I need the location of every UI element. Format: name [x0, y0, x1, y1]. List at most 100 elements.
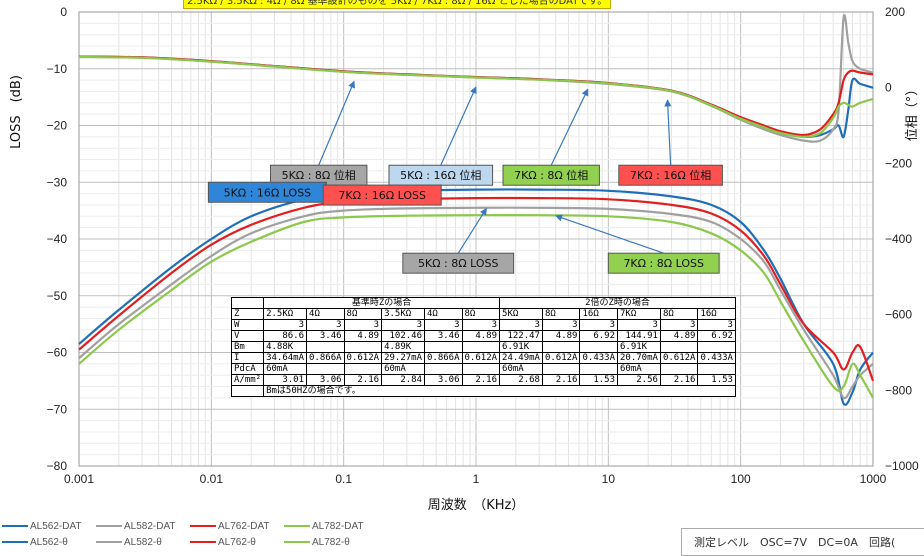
table-cell: 1.53 [697, 374, 736, 386]
table-cell: 2.16 [659, 374, 699, 386]
table-cell: 5KΩ [499, 308, 543, 320]
annotation: 5KΩ : 8Ω LOSS [402, 207, 515, 274]
legend-label: AL582-DAT [124, 520, 176, 532]
legend-item: AL762-DAT [190, 521, 284, 532]
table-cell: A/mm² [230, 374, 265, 386]
series-line-AL782-θ [78, 55, 874, 138]
y-left-tick-label: −40 [47, 232, 68, 246]
table-cell [424, 363, 463, 375]
table-cell: 0.612A [541, 352, 581, 364]
table-cell: 3 [541, 319, 581, 331]
table-cell [306, 341, 345, 353]
legend-row: AL562-DAT AL582-DAT AL762-DAT AL782-DAT [2, 518, 378, 534]
table-cell: 20.70mA [617, 352, 661, 364]
y-left-tick-label: −10 [47, 62, 68, 76]
legend-row: AL562-θ AL582-θ AL762-θ AL782-θ [2, 534, 378, 550]
y-left-tick-label: 0 [60, 5, 67, 19]
annotation: 7KΩ : 16Ω 位相 [618, 99, 723, 186]
table-cell: 3 [381, 319, 425, 331]
table-cell: 2.16 [343, 374, 383, 386]
x-tick-label: 0.1 [335, 472, 352, 486]
plot-frame [78, 11, 874, 467]
annotation-arrow [550, 88, 589, 166]
legend-swatch [2, 541, 28, 543]
legend-swatch [284, 525, 310, 527]
legend-item: AL782-DAT [284, 521, 378, 532]
spec-table: 基準時Zの場合 2倍のZ時の場合 Z 2.5KΩ 4Ω 8Ω 3.5KΩ 4Ω 8Ω 5KΩ 8Ω 1… [230, 297, 736, 397]
table-cell [697, 363, 736, 375]
table-cell: 2倍のZ時の場合 [499, 297, 736, 309]
series-line-AL782-DAT [78, 213, 874, 399]
table-cell: 4.89K [381, 341, 425, 353]
annotation-label: 7KΩ : 8Ω 位相 [514, 168, 588, 182]
table-cell: 2.16 [541, 374, 581, 386]
table-cell: I [230, 352, 265, 364]
table-cell: 3 [343, 319, 383, 331]
table-cell: 8Ω [343, 308, 383, 320]
y-left-tick-label: −20 [47, 119, 68, 133]
legend-swatch [96, 525, 122, 527]
table-cell: 3.46 [306, 330, 345, 342]
table-cell: 0.612A [659, 352, 699, 364]
table-cell: W [230, 319, 265, 331]
table-cell: 3 [579, 319, 618, 331]
x-tick-label: 1 [473, 472, 480, 486]
x-tick-label: 10 [602, 472, 616, 486]
annotation-label: 5KΩ : 8Ω 位相 [282, 168, 356, 182]
legend-swatch [96, 541, 122, 543]
table-cell: 4.89 [461, 330, 501, 342]
title-banner: 2.5KΩ / 3.5KΩ : 4Ω / 8Ω 基準設計のものを 5KΩ / 7… [183, 0, 612, 9]
annotation: 7KΩ : 16Ω LOSS [322, 184, 442, 206]
series-line-AL562-DAT [78, 188, 874, 406]
table-cell: 基準時Zの場合 [263, 297, 501, 309]
table-cell [230, 385, 265, 397]
table-cell [461, 341, 501, 353]
legend-label: AL762-DAT [218, 520, 270, 532]
x-axis-label: 周波数 （KHz） [428, 498, 525, 513]
annotation: 5KΩ : 16Ω LOSS [207, 181, 355, 203]
table-cell [579, 341, 618, 353]
table-cell: 3 [617, 319, 661, 331]
legend-label: AL782-θ [312, 536, 350, 548]
table-cell [343, 341, 383, 353]
y-right-tick-label: −400 [885, 232, 912, 246]
table-cell [659, 363, 699, 375]
table-cell: 6.91K [617, 341, 661, 353]
legend-swatch [284, 541, 310, 543]
legend-label: AL562-DAT [30, 520, 82, 532]
series-line-AL762-DAT [78, 196, 875, 382]
y-right-tick-label: 200 [885, 5, 905, 19]
annotation-arrow [318, 80, 355, 166]
y-axis-label-left: LOSS (dB) [9, 75, 24, 149]
table-cell: 0.433A [697, 352, 736, 364]
table-cell: 4.89 [541, 330, 581, 342]
table-row: Z 2.5KΩ 4Ω 8Ω 3.5KΩ 4Ω 8Ω 5KΩ 8Ω 16Ω 7KΩ 8Ω 16Ω [230, 308, 736, 320]
y-left-tick-label: −30 [47, 175, 68, 189]
table-cell: 4.89 [343, 330, 383, 342]
table-cell [697, 341, 736, 353]
table-cell: 86.6 [263, 330, 308, 342]
table-cell: 2.84 [381, 374, 425, 386]
table-cell [306, 363, 345, 375]
legend-item: AL582-θ [96, 537, 190, 548]
y-right-tick-label: −1000 [885, 459, 919, 473]
table-cell: 2.56 [617, 374, 661, 386]
table-cell: 60mA [617, 363, 661, 375]
table-cell: 3 [424, 319, 463, 331]
legend-label: AL782-DAT [312, 520, 364, 532]
table-row: PdcA 60mA 60mA 60mA 60mA [230, 363, 736, 375]
legend-label: AL762-θ [218, 536, 256, 548]
table-row: V 86.6 3.46 4.89 102.46 3.46 4.89 122.47 4.89 6.9… [230, 330, 736, 342]
annotations: 5KΩ : 8Ω 位相 5KΩ : 16Ω 位相 7KΩ : 8Ω 位相 7KΩ : … [207, 80, 723, 274]
table-cell: 3 [461, 319, 501, 331]
annotation-label: 5KΩ : 16Ω 位相 [400, 168, 481, 182]
table-cell: 3 [659, 319, 699, 331]
legend-item: AL582-DAT [96, 521, 190, 532]
y-left-tick-label: −70 [47, 402, 68, 416]
annotation-label: 5KΩ : 8Ω LOSS [418, 257, 499, 270]
measurement-note: 測定レベル OSC=7V DC=0A 回路( [681, 528, 924, 556]
table-cell [541, 341, 581, 353]
table-cell: 3 [499, 319, 543, 331]
y-right-tick-label: 0 [885, 81, 892, 95]
table-note: Bmは50HZの場合です。 [263, 385, 736, 397]
